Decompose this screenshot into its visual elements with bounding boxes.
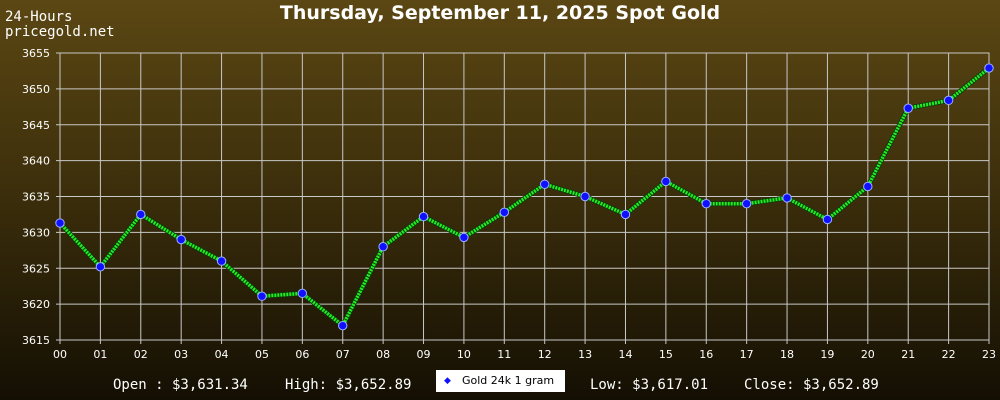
data-point [580, 191, 590, 202]
close-stat: Close: $3,652.89 [744, 377, 879, 393]
x-tick-label: 11 [497, 348, 511, 361]
y-axis-tick-labels: 3615 3620 3625 3630 3635 3640 3645 3650 3655 [22, 47, 50, 347]
data-point [661, 176, 671, 187]
series-line [58, 66, 991, 328]
x-tick-label: 14 [618, 348, 632, 361]
data-point [741, 198, 752, 209]
x-tick-label: 22 [942, 348, 956, 361]
x-tick-label: 09 [417, 348, 431, 361]
data-point [863, 181, 873, 192]
x-tick-label: 16 [699, 348, 713, 361]
legend-label: Gold 24k 1 gram [462, 374, 555, 387]
x-tick-label: 01 [93, 348, 107, 361]
x-tick-label: 15 [659, 348, 673, 361]
chart-title: Thursday, September 11, 2025 Spot Gold [279, 2, 721, 24]
x-tick-label: 02 [134, 348, 148, 361]
x-tick-label: 00 [53, 348, 67, 361]
x-tick-label: 04 [215, 348, 229, 361]
x-tick-label: 19 [820, 348, 834, 361]
data-point [620, 209, 631, 220]
price-series [55, 63, 994, 331]
data-point [55, 218, 65, 228]
y-tick-label: 3630 [22, 226, 50, 239]
source-label: pricegold.net [5, 24, 115, 40]
x-tick-label: 05 [255, 348, 269, 361]
x-axis-tick-labels: 00 01 02 03 04 05 06 07 08 09 10 11 12 13 14 15 16 17 18 19… [53, 348, 996, 361]
data-point [378, 242, 388, 252]
data-point [459, 232, 469, 243]
data-point [539, 179, 550, 190]
data-point [95, 262, 106, 272]
data-point [822, 214, 833, 225]
x-tick-label: 07 [336, 348, 350, 361]
x-tick-label: 23 [982, 348, 996, 361]
y-tick-label: 3620 [22, 298, 50, 311]
x-tick-label: 06 [295, 348, 309, 361]
period-label: 24-Hours [5, 9, 73, 25]
x-tick-label: 08 [376, 348, 390, 361]
y-tick-label: 3615 [22, 334, 50, 347]
data-point [216, 256, 227, 266]
data-point [176, 234, 186, 245]
y-tick-label: 3640 [22, 155, 50, 168]
data-point [782, 193, 792, 203]
data-point [499, 207, 510, 217]
data-point [338, 320, 348, 331]
data-point [418, 211, 429, 222]
x-tick-label: 13 [578, 348, 592, 361]
legend-box: ◆ Gold 24k 1 gram [436, 370, 565, 392]
x-tick-label: 18 [780, 348, 794, 361]
data-point [136, 209, 146, 220]
y-tick-label: 3635 [22, 191, 50, 204]
grid-lines [56, 52, 990, 344]
plot-frame [59, 52, 990, 341]
y-tick-label: 3650 [22, 83, 50, 96]
x-tick-label: 17 [740, 348, 754, 361]
data-point [943, 95, 954, 106]
x-tick-label: 10 [457, 348, 471, 361]
source-block: 24-Hours pricegold.net [5, 10, 115, 40]
y-tick-label: 3645 [22, 119, 50, 132]
data-point [701, 198, 711, 209]
x-tick-label: 12 [538, 348, 552, 361]
x-tick-label: 21 [901, 348, 915, 361]
x-tick-label: 20 [861, 348, 875, 361]
data-point [984, 63, 994, 73]
y-tick-label: 3655 [22, 47, 50, 60]
open-stat: Open : $3,631.34 [113, 377, 248, 393]
low-stat: Low: $3,617.01 [590, 377, 709, 393]
stats-footer: Open : $3,631.34 High: $3,652.89 Low: $3… [0, 377, 1000, 397]
high-stat: High: $3,652.89 [285, 377, 412, 393]
y-tick-label: 3625 [22, 262, 50, 275]
data-point [903, 103, 913, 113]
data-point [297, 288, 308, 299]
x-tick-label: 03 [174, 348, 188, 361]
legend-marker-icon: ◆ [444, 376, 451, 386]
data-point [257, 291, 267, 301]
